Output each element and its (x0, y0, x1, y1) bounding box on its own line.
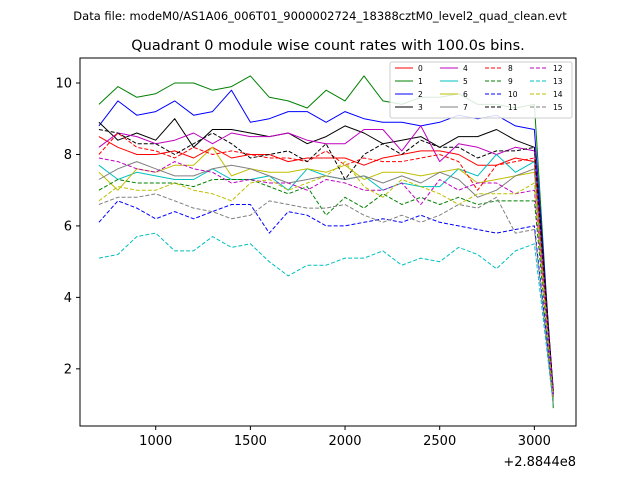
series-line-13 (98, 232, 554, 405)
legend-label-9: 9 (508, 77, 513, 86)
legend-label-7: 7 (463, 103, 468, 112)
series-line-9 (98, 179, 554, 402)
data-file-label: Data file: modeM0/AS1A06_006T01_90000027… (73, 9, 567, 23)
series-line-11 (98, 129, 554, 394)
legend-label-11: 11 (508, 103, 518, 112)
legend-label-5: 5 (463, 77, 468, 86)
x-axis-ticks: 1000 1500 2000 2500 3000 (139, 426, 551, 449)
series-line-1 (98, 75, 554, 409)
series-line-4 (98, 125, 554, 394)
series-line-0 (98, 136, 554, 398)
series-line-2 (98, 89, 554, 394)
series-line-15 (98, 193, 554, 405)
y-tick-label: 2 (64, 362, 72, 377)
legend-label-15: 15 (553, 103, 563, 112)
x-tick-label: 2500 (423, 434, 456, 449)
legend-label-10: 10 (508, 90, 518, 99)
legend-label-13: 13 (553, 77, 563, 86)
x-tick-label: 1000 (139, 434, 172, 449)
legend-label-14: 14 (553, 90, 563, 99)
series-layer (98, 75, 554, 409)
legend-label-2: 2 (418, 90, 423, 99)
y-tick-label: 10 (55, 77, 72, 92)
series-line-8 (98, 132, 554, 398)
chart-title: Quadrant 0 module wise count rates with … (131, 38, 525, 54)
legend-label-12: 12 (553, 64, 563, 73)
x-tick-label: 1500 (234, 434, 267, 449)
series-line-12 (98, 157, 554, 394)
series-line-3 (98, 118, 554, 391)
series-line-5 (98, 154, 554, 402)
legend-label-1: 1 (418, 77, 423, 86)
axes-frame (79, 57, 577, 427)
y-tick-label: 6 (64, 219, 72, 234)
legend-label-4: 4 (463, 64, 468, 73)
legend-label-8: 8 (508, 64, 513, 73)
series-line-10 (98, 200, 554, 398)
x-axis-offset-label: +2.8844e8 (503, 455, 576, 470)
x-tick-label: 3000 (518, 434, 551, 449)
series-line-14 (98, 161, 554, 402)
legend-label-3: 3 (418, 103, 423, 112)
legend-label-0: 0 (418, 64, 423, 73)
series-line-7 (98, 161, 554, 398)
y-tick-label: 4 (64, 291, 72, 306)
x-tick-label: 2000 (328, 434, 361, 449)
y-tick-label: 8 (64, 148, 72, 163)
y-axis-ticks: 2 4 6 8 10 (55, 77, 80, 377)
legend-label-6: 6 (463, 90, 468, 99)
legend-frame (389, 61, 573, 119)
